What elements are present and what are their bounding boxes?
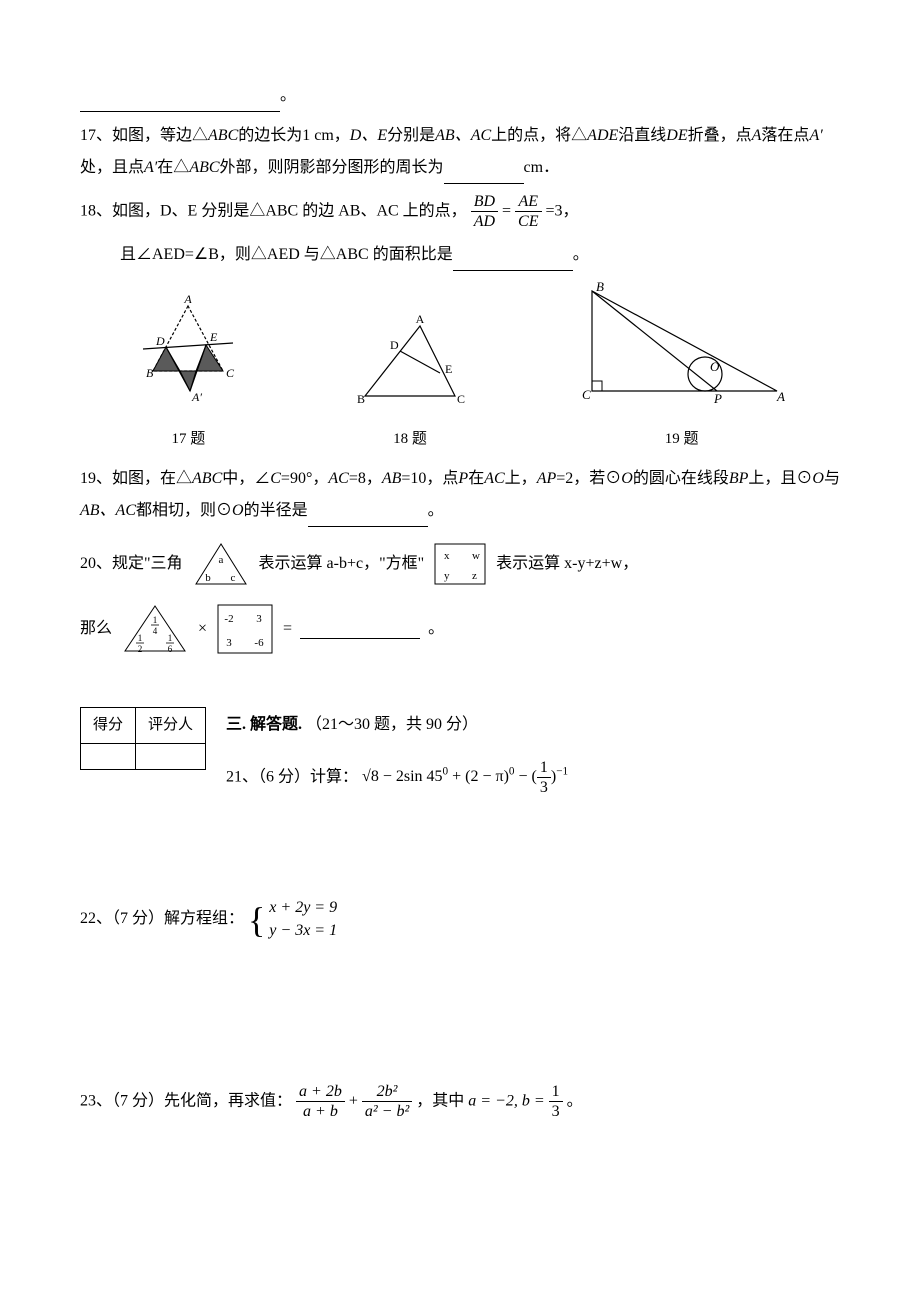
svg-text:4: 4 [153,626,158,636]
score-cell [81,744,136,770]
figure-19-caption: 19 题 [572,426,792,453]
svg-text:y: y [444,570,450,582]
figure-17: A B C D E A′ 17 题 [128,291,248,453]
question-18: 18、如图，D、E 分别是△ABC 的边 AB、AC 上的点， BDAD = A… [80,192,840,231]
period: 。 [280,87,296,104]
svg-text:C: C [226,366,235,380]
question-23: 23、（7 分）先化简，再求值： a + 2ba + b + 2b²a² − b… [80,1082,840,1121]
score-header: 得分 [81,708,136,744]
figures-row: A B C D E A′ 17 题 A B C D E 18 题 B C A [80,281,840,453]
svg-text:D: D [155,334,165,348]
question-18-line2: 且∠AED=∠B，则△AED 与△ABC 的面积比是。 [80,239,840,271]
blank-answer-line: 。 [80,80,840,112]
svg-text:-6: -6 [254,637,264,649]
figure-18: A B C D E 18 题 [345,311,475,453]
grader-cell [136,744,206,770]
svg-text:3: 3 [256,613,262,625]
svg-text:z: z [472,570,477,582]
svg-text:3: 3 [226,637,232,649]
svg-text:B: B [146,366,154,380]
question-20-line2: 那么 1 4 1 2 1 6 × -2 3 3 -6 = 。 [80,601,840,657]
svg-text:A: A [416,312,425,326]
svg-text:1: 1 [138,633,143,643]
grader-header: 评分人 [136,708,206,744]
box-xyzw-icon: x w y z [432,541,488,587]
svg-text:O: O [710,359,720,374]
box-numbers-icon: -2 3 3 -6 [215,602,275,656]
section-3: 得分评分人 三. 解答题. （21～30 题，共 90 分） 21、（6 分）计… [80,707,840,797]
triangle-fractions-icon: 1 4 1 2 1 6 [120,601,190,657]
svg-text:1: 1 [153,615,158,625]
svg-text:x: x [444,550,450,562]
svg-text:b: b [205,572,211,584]
svg-text:1: 1 [168,633,173,643]
svg-text:A: A [184,292,193,306]
svg-text:C: C [582,387,591,402]
score-table: 得分评分人 [80,707,206,770]
question-20-line1: 20、规定"三角 a b c 表示运算 a-b+c，"方框" x w y z 表… [80,539,840,589]
svg-text:E: E [445,362,452,376]
svg-text:B: B [596,281,604,294]
svg-text:2: 2 [138,644,143,654]
svg-text:a: a [218,554,223,566]
svg-text:E: E [209,330,218,344]
svg-text:B: B [357,392,365,406]
svg-text:c: c [230,572,235,584]
figure-19: B C A O P 19 题 [572,281,792,453]
svg-text:w: w [472,550,480,562]
question-22: 22、（7 分）解方程组： { x + 2y = 9 y − 3x = 1 [80,897,840,942]
svg-text:P: P [713,391,722,406]
figure-18-caption: 18 题 [345,426,475,453]
svg-text:D: D [390,338,399,352]
svg-text:6: 6 [168,644,173,654]
svg-text:A′: A′ [191,390,202,404]
question-19: 19、如图，在△ABC中，∠C=90°，AC=8，AB=10，点P在AC上，AP… [80,463,840,527]
section-3-title: 三. 解答题. [226,716,302,733]
figure-17-caption: 17 题 [128,426,248,453]
svg-text:C: C [457,392,465,406]
question-17: 17、如图，等边△ABC的边长为1 cm，D、E分别是AB、AC上的点，将△AD… [80,120,840,184]
svg-text:-2: -2 [224,613,233,625]
triangle-abc-icon: a b c [191,539,251,589]
svg-text:A: A [776,389,785,404]
